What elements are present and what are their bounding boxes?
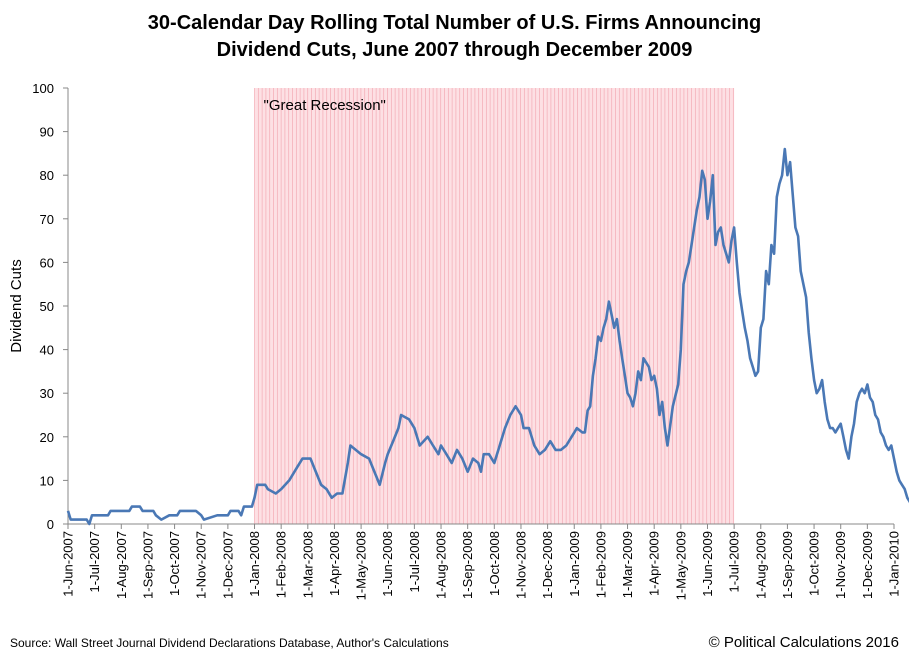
- x-tick-label: 1-Mar-2008: [300, 531, 315, 598]
- x-tick-label: 1-Sep-2007: [140, 531, 155, 599]
- x-tick-label: 1-Aug-2007: [114, 531, 129, 599]
- chart-title: 30-Calendar Day Rolling Total Number of …: [0, 10, 909, 64]
- x-tick-label: 1-Apr-2008: [327, 531, 342, 596]
- x-tick-label: 1-Jul-2008: [407, 531, 422, 592]
- axes: [63, 87, 895, 529]
- x-tick-label: 1-Sep-2008: [460, 531, 475, 599]
- chart-title-line-1: 30-Calendar Day Rolling Total Number of …: [147, 12, 762, 34]
- x-tick-label: 1-Jul-2007: [87, 531, 102, 592]
- x-tick-label: 1-Jan-2010: [887, 531, 902, 597]
- recession-band: [254, 88, 735, 524]
- x-tick-label: 1-Jun-2009: [700, 531, 715, 597]
- x-tick-label: 1-Sep-2009: [780, 531, 795, 599]
- x-tick-label: 1-Jul-2009: [727, 531, 742, 592]
- copyright-note: © Political Calculations 2016: [708, 634, 899, 651]
- y-tick-label: 90: [40, 125, 54, 140]
- x-tick-label: 1-Jun-2007: [61, 531, 76, 597]
- y-tick-label: 60: [40, 255, 54, 270]
- y-axis-label: Dividend Cuts: [8, 259, 25, 352]
- x-tick-label: 1-Dec-2007: [220, 531, 235, 599]
- x-tick-label: 1-Feb-2008: [274, 531, 289, 598]
- x-tick-label: 1-Aug-2008: [434, 531, 449, 599]
- x-tick-label: 1-Jan-2008: [247, 531, 262, 597]
- x-tick-label: 1-Oct-2009: [807, 531, 822, 596]
- series-line: [66, 147, 909, 526]
- x-tick-label: 1-Nov-2009: [833, 531, 848, 599]
- y-tick-label: 0: [47, 517, 54, 532]
- x-tick-label: 1-Jun-2008: [380, 531, 395, 597]
- tick-labels: 0 10 20 30 40 50 60 70 80 90 100 1-Jun-2007 1-Jul-20…: [32, 81, 901, 600]
- x-tick-label: 1-Mar-2009: [620, 531, 635, 598]
- y-tick-label: 10: [40, 473, 54, 488]
- y-tick-label: 30: [40, 386, 54, 401]
- x-tick-label: 1-Oct-2007: [167, 531, 182, 596]
- source-note: Source: Wall Street Journal Dividend Dec…: [10, 636, 449, 650]
- x-tick-label: 1-Dec-2008: [540, 531, 555, 599]
- y-tick-label: 100: [32, 81, 54, 96]
- y-tick-label: 80: [40, 168, 54, 183]
- x-tick-label: 1-Nov-2007: [194, 531, 209, 599]
- chart-title-line-2: Dividend Cuts, June 2007 through Decembe…: [216, 39, 693, 61]
- x-tick-label: 1-Apr-2009: [647, 531, 662, 596]
- y-tick-label: 20: [40, 430, 54, 445]
- x-tick-label: 1-Nov-2008: [513, 531, 528, 599]
- x-tick-label: 1-Jan-2009: [567, 531, 582, 597]
- x-tick-label: 1-Feb-2009: [593, 531, 608, 598]
- x-tick-label: 1-May-2009: [673, 531, 688, 600]
- dividend-cuts-series: [66, 147, 909, 526]
- x-tick-label: 1-Oct-2008: [487, 531, 502, 596]
- y-tick-label: 50: [40, 299, 54, 314]
- x-tick-label: 1-Aug-2009: [753, 531, 768, 599]
- y-tick-label: 40: [40, 343, 54, 358]
- y-tick-label: 70: [40, 212, 54, 227]
- x-tick-label: 1-Dec-2009: [860, 531, 875, 599]
- recession-label: "Great Recession": [264, 97, 386, 114]
- x-tick-label: 1-May-2008: [354, 531, 369, 600]
